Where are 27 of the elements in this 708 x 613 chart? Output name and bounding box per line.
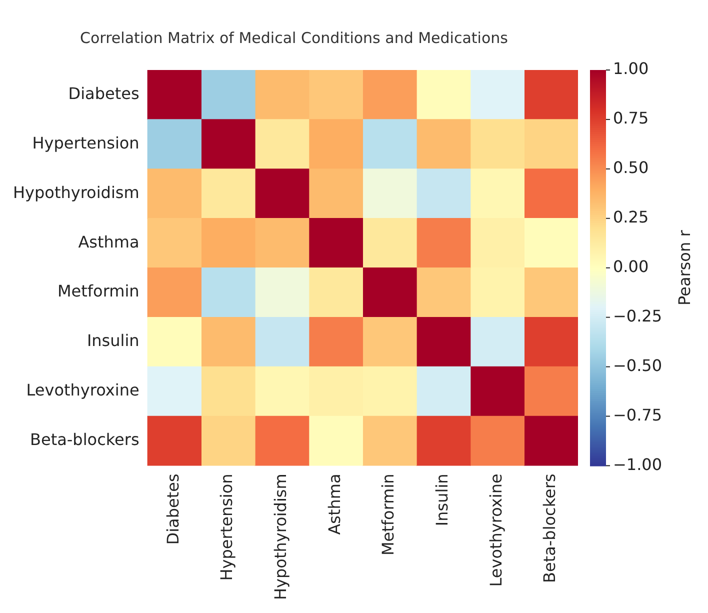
y-tick-label: Hypertension bbox=[32, 133, 140, 152]
color-bar-label: 0.75 bbox=[613, 108, 649, 128]
color-bar-title: Pearson r bbox=[675, 230, 694, 306]
color-bar-label: −1.00 bbox=[613, 454, 662, 474]
y-tick-label: Insulin bbox=[86, 331, 140, 350]
x-tick-label: Diabetes bbox=[163, 474, 182, 545]
y-tick-label: Asthma bbox=[78, 232, 140, 252]
color-bar-label: 1.00 bbox=[613, 59, 649, 78]
y-tick-label: Metformin bbox=[58, 282, 140, 301]
chart-title: Correlation Matrix of Medical Conditions and Medications bbox=[80, 28, 508, 47]
y-tick-label: Beta-blockers bbox=[30, 430, 140, 450]
y-tick-label: Diabetes bbox=[68, 84, 140, 103]
color-bar-label: 0.25 bbox=[613, 208, 649, 227]
color-bar-label: 0.50 bbox=[613, 158, 649, 178]
y-tick-label: Hypothyroidism bbox=[13, 182, 140, 202]
x-tick-label: Metformin bbox=[378, 474, 398, 556]
color-bar-label: −0.75 bbox=[613, 405, 662, 424]
x-tick-label: Hypothyroidism bbox=[271, 474, 290, 600]
color-bar-label: −0.50 bbox=[613, 356, 662, 375]
color-bar-label: 0.00 bbox=[613, 257, 649, 276]
color-bar-label: −0.25 bbox=[613, 306, 662, 326]
x-tick-label: Hypertension bbox=[217, 474, 236, 581]
x-tick-label: Insulin bbox=[432, 474, 452, 526]
x-tick-label: Beta-blockers bbox=[540, 474, 560, 583]
y-tick-label: Levothyroxine bbox=[26, 380, 140, 400]
x-tick-label: Levothyroxine bbox=[486, 474, 506, 587]
x-tick-label: Asthma bbox=[324, 474, 344, 535]
